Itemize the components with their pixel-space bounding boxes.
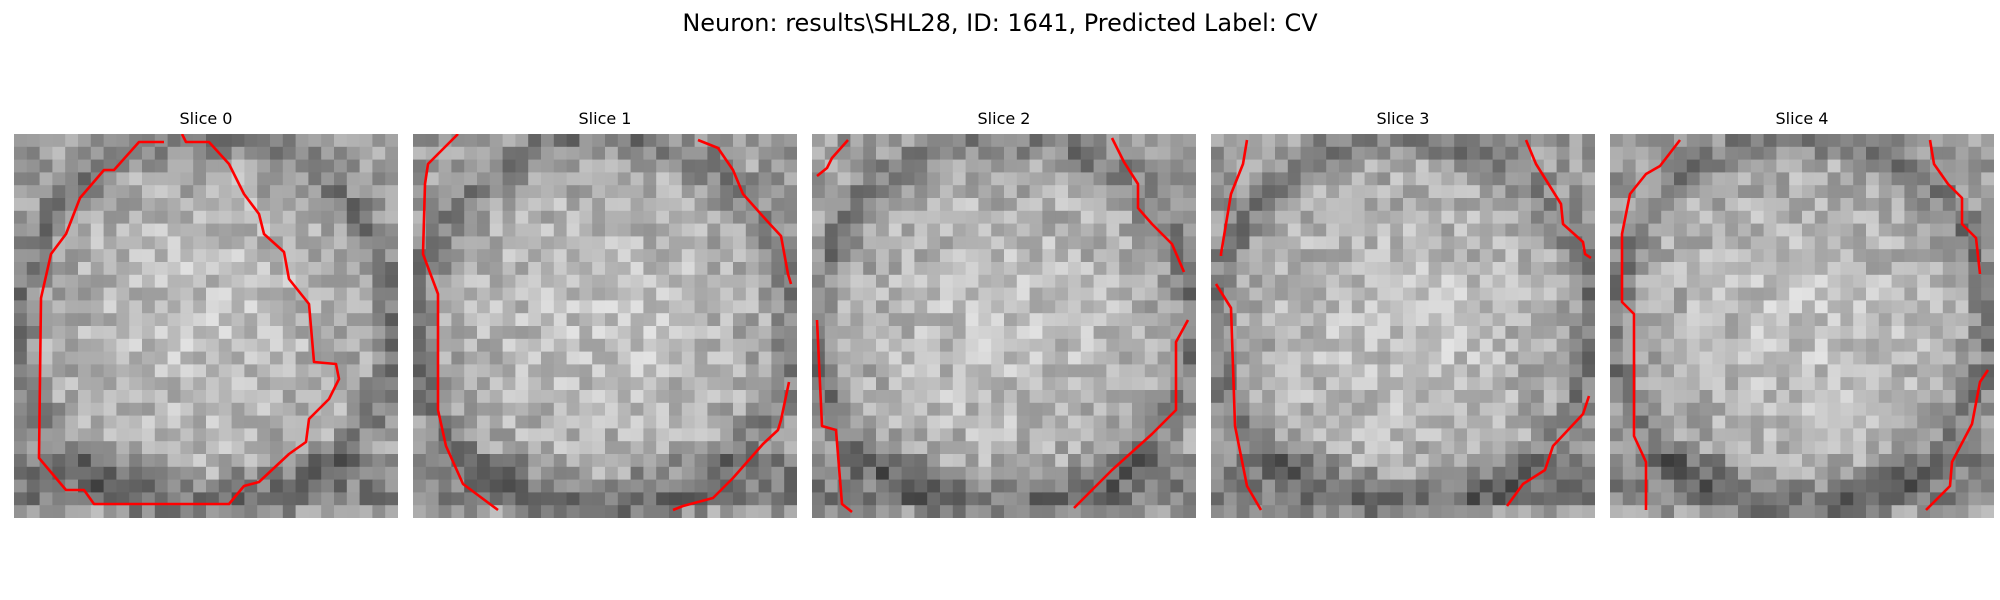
slice-title: Slice 4 (1610, 108, 1994, 130)
grayscale-pixel-grid (14, 134, 398, 518)
grayscale-pixel-grid (413, 134, 797, 518)
slice-title: Slice 2 (812, 108, 1196, 130)
slice-image (14, 134, 398, 518)
slice-panel-3: Slice 3 (1211, 108, 1595, 518)
slice-panel-1: Slice 1 (413, 108, 797, 518)
slice-title: Slice 3 (1211, 108, 1595, 130)
figure-title: Neuron: results\SHL28, ID: 1641, Predict… (0, 8, 2000, 38)
slice-image (413, 134, 797, 518)
slice-image (1211, 134, 1595, 518)
slice-panel-2: Slice 2 (812, 108, 1196, 518)
slice-panel-0: Slice 0 (14, 108, 398, 518)
slice-image (1610, 134, 1994, 518)
slice-image (812, 134, 1196, 518)
slice-panel-4: Slice 4 (1610, 108, 1994, 518)
slice-title: Slice 1 (413, 108, 797, 130)
slice-title: Slice 0 (14, 108, 398, 130)
grayscale-pixel-grid (1610, 134, 1994, 518)
grayscale-pixel-grid (1211, 134, 1595, 518)
